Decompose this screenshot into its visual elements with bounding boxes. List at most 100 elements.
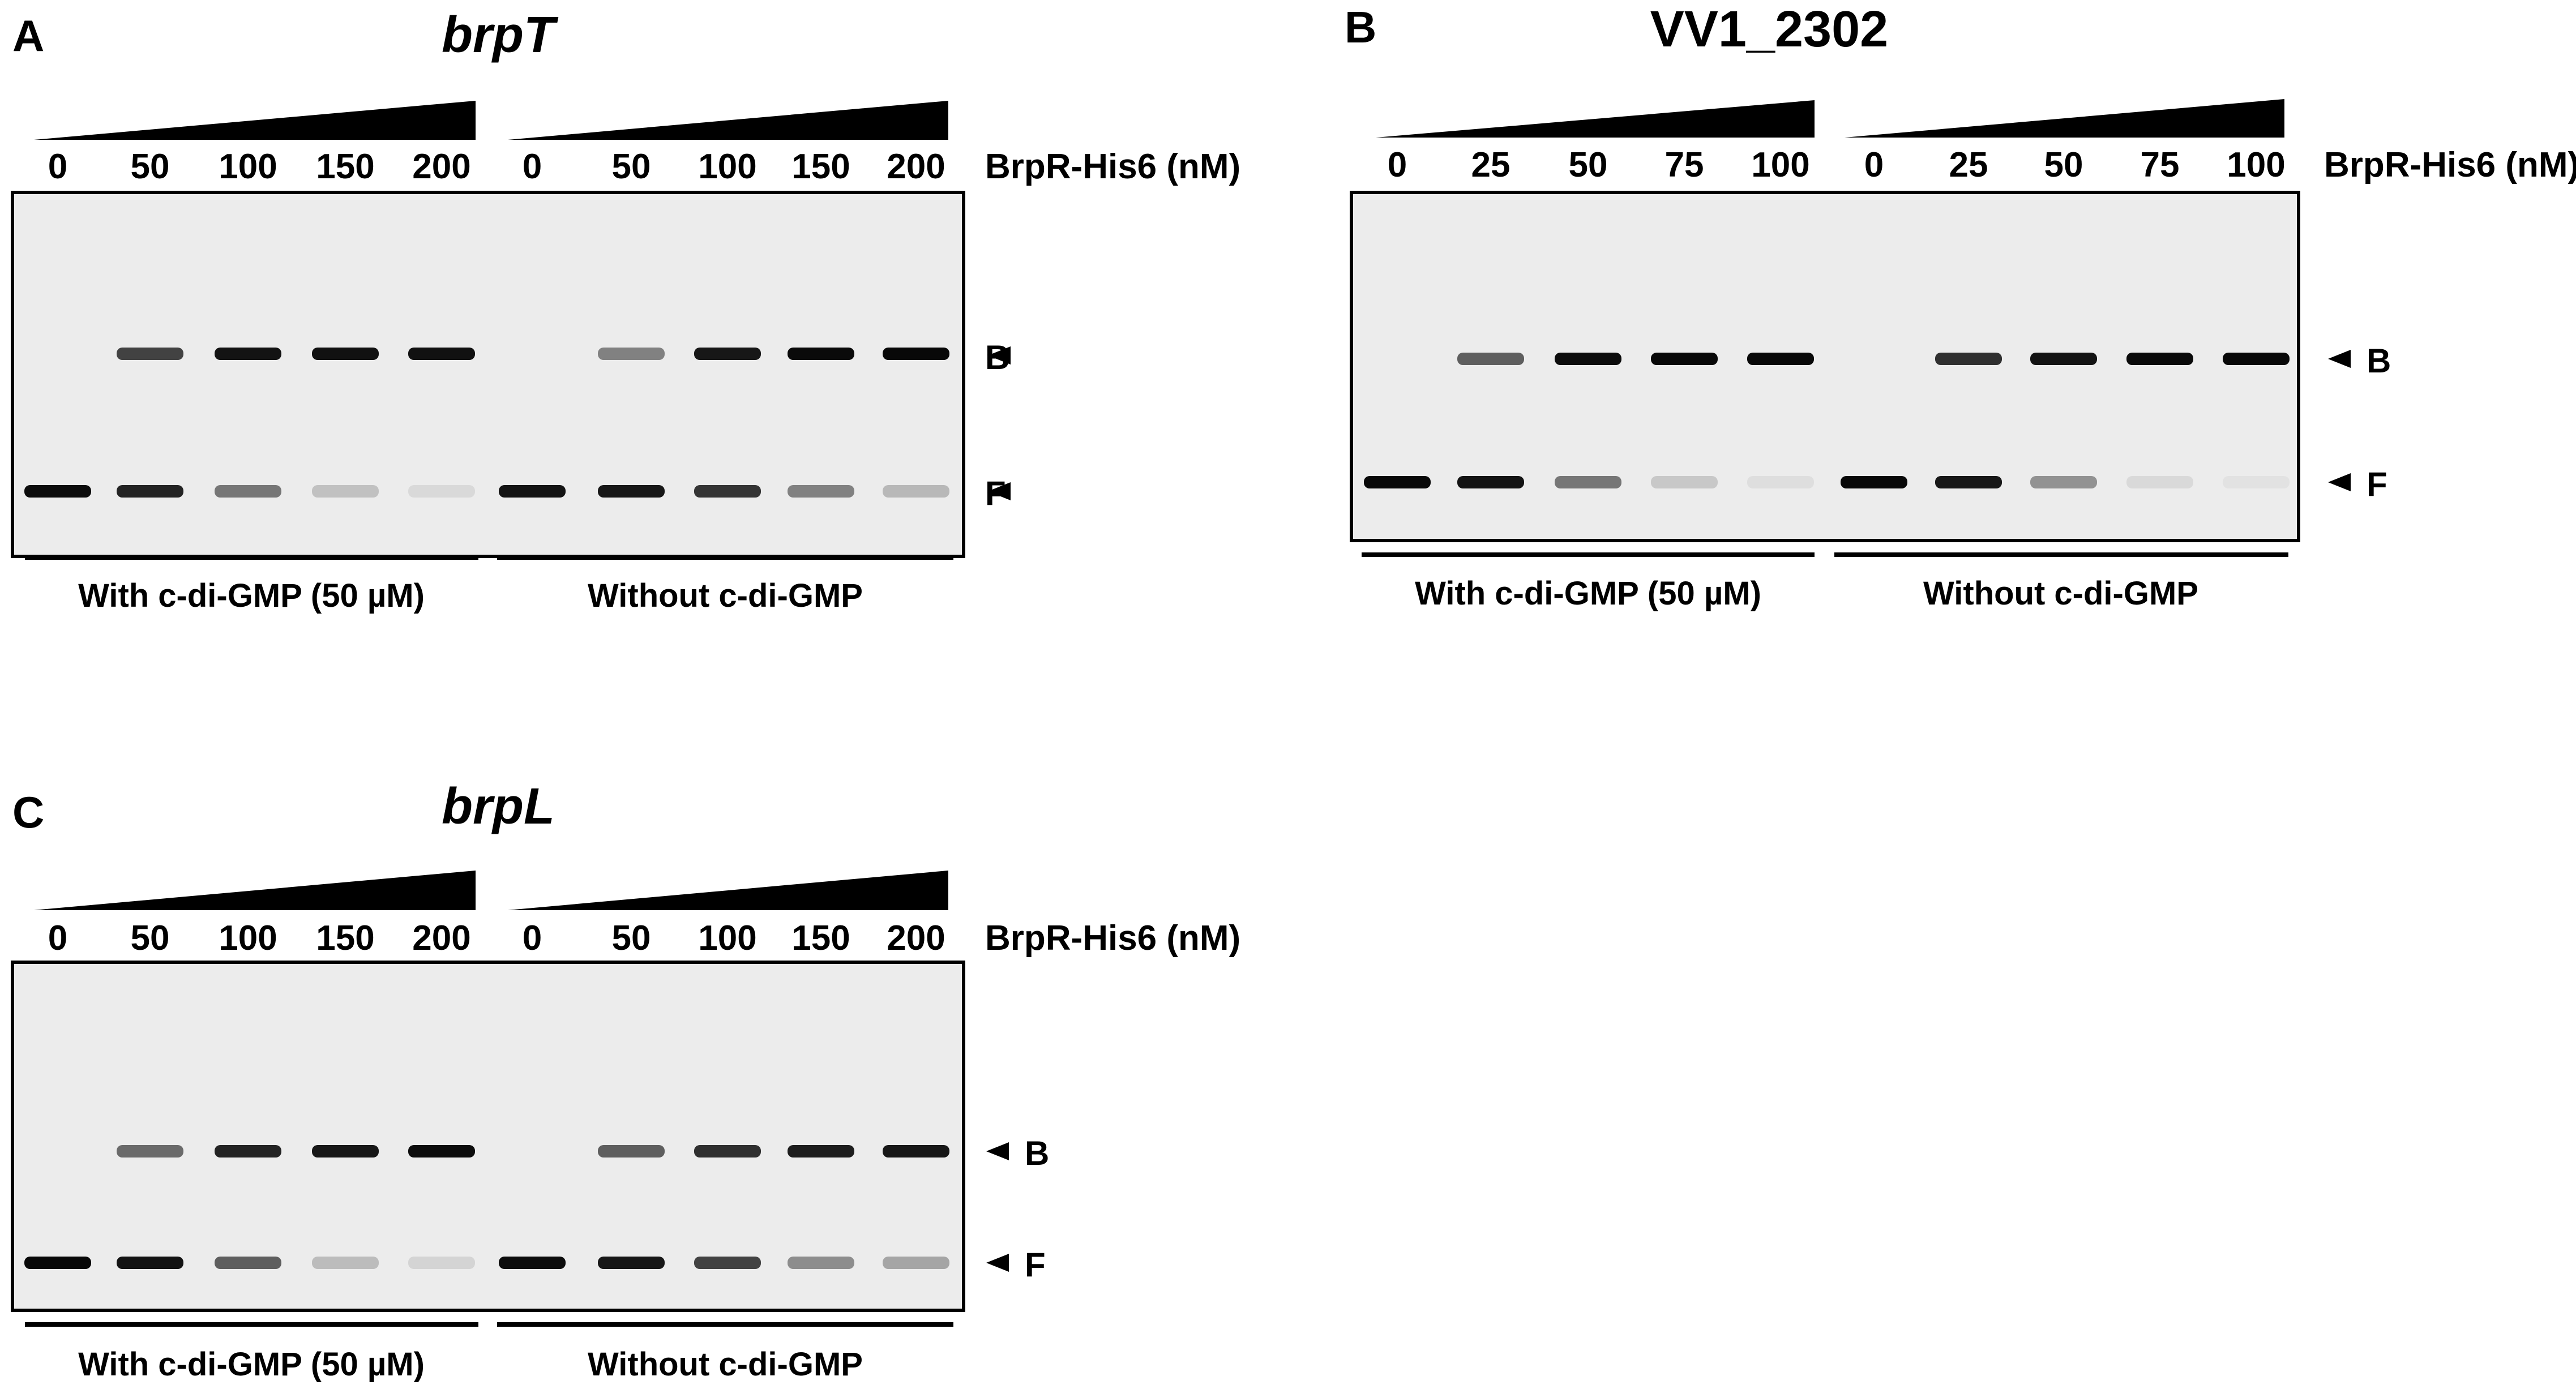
- free-band: [1651, 476, 1718, 488]
- free-band: [117, 1257, 183, 1269]
- free-band: [598, 485, 665, 498]
- arrowhead-icon: [986, 1254, 1009, 1272]
- free-band: [1841, 476, 1907, 488]
- panel-b: B VV1_2302 0 25 50 75 100 0 25 50 75 100…: [1345, 1, 2576, 612]
- concentration-label: 100: [219, 147, 277, 186]
- panel-letter: C: [12, 787, 44, 837]
- bound-band: [788, 348, 854, 360]
- concentration-label: 100: [698, 147, 756, 186]
- condition-label: With c-di-GMP (50 µM): [78, 577, 425, 614]
- concentration-label: 0: [48, 919, 67, 958]
- concentration-label: 25: [1471, 145, 1510, 185]
- free-band: [694, 485, 761, 498]
- protein-label: BrpR-His6 (nM): [985, 919, 1240, 958]
- concentration-label: 25: [1949, 145, 1988, 185]
- free-band: [312, 485, 379, 498]
- concentration-label: 50: [131, 919, 170, 958]
- panel-a: A brpT 0 50 100 150 200 0 50 100 150 200…: [11, 7, 1240, 614]
- bound-band: [2030, 353, 2097, 365]
- gene-title: VV1_2302: [1650, 1, 1888, 58]
- bound-band: [312, 348, 379, 360]
- condition-label: Without c-di-GMP: [1923, 575, 2198, 612]
- bound-band: [1457, 353, 1524, 365]
- bound-band: [883, 1145, 949, 1158]
- protein-label: BrpR-His6 (nM): [985, 147, 1240, 186]
- band-label-bound: B: [1025, 1134, 1049, 1172]
- free-band: [24, 485, 91, 498]
- free-band: [2223, 476, 2290, 488]
- concentration-label: 75: [1665, 145, 1704, 185]
- concentration-label: 50: [612, 147, 651, 186]
- concentration-label: 150: [791, 919, 850, 958]
- free-band: [694, 1257, 761, 1269]
- concentration-wedge: [1845, 99, 2284, 138]
- bound-band: [883, 348, 949, 360]
- free-band: [1555, 476, 1621, 488]
- concentration-label: 200: [887, 919, 945, 958]
- concentration-label: 100: [1751, 145, 1809, 185]
- concentration-label: 0: [1864, 145, 1884, 185]
- free-band: [499, 1257, 566, 1269]
- panel-c: C brpL 0 50 100 150 200 0 50 100 150 200…: [11, 778, 1240, 1383]
- concentration-label: 150: [791, 147, 850, 186]
- protein-label: BrpR-His6 (nM): [2324, 145, 2576, 185]
- arrowhead-icon: [988, 346, 1011, 365]
- concentration-label: 50: [2044, 145, 2083, 185]
- bound-band: [788, 1145, 854, 1158]
- bound-band: [1747, 353, 1814, 365]
- arrowhead-icon: [2328, 350, 2351, 368]
- free-band: [788, 1257, 854, 1269]
- condition-label: Without c-di-GMP: [588, 1346, 863, 1383]
- band-label-free: F: [2367, 465, 2387, 503]
- concentration-label: 0: [1388, 145, 1407, 185]
- concentration-wedge: [508, 871, 948, 910]
- free-band: [883, 485, 949, 498]
- concentration-wedge: [508, 101, 948, 140]
- concentration-label: 150: [316, 147, 374, 186]
- concentration-label: 200: [412, 147, 470, 186]
- concentration-label: 50: [1569, 145, 1608, 185]
- bound-band: [117, 1145, 183, 1158]
- bound-band: [215, 348, 281, 360]
- concentration-label: 100: [698, 919, 756, 958]
- bound-band: [117, 348, 183, 360]
- concentration-wedge: [34, 871, 476, 910]
- concentration-label: 0: [48, 147, 67, 186]
- bound-band: [598, 1145, 665, 1158]
- free-band: [408, 485, 475, 498]
- gel-bands: [1364, 353, 2290, 488]
- concentration-label: 150: [316, 919, 374, 958]
- bound-band: [312, 1145, 379, 1158]
- free-band: [24, 1257, 91, 1269]
- free-band: [408, 1257, 475, 1269]
- bound-band: [598, 348, 665, 360]
- concentration-wedge: [34, 101, 476, 140]
- free-band: [2126, 476, 2193, 488]
- bound-band: [1555, 353, 1621, 365]
- concentration-label: 200: [887, 147, 945, 186]
- free-band: [312, 1257, 379, 1269]
- concentration-label: 200: [412, 919, 470, 958]
- condition-label: Without c-di-GMP: [588, 577, 863, 614]
- concentration-label: 0: [523, 919, 542, 958]
- gel-image: [11, 191, 965, 558]
- free-band: [215, 485, 281, 498]
- band-label-free: F: [1025, 1246, 1046, 1284]
- concentration-label: 50: [131, 147, 170, 186]
- gel-image: [11, 961, 965, 1312]
- bound-band: [694, 1145, 761, 1158]
- free-band: [788, 485, 854, 498]
- panel-letter: A: [12, 11, 44, 61]
- gene-title: brpT: [442, 7, 559, 63]
- bound-band: [215, 1145, 281, 1158]
- gel-bands: [24, 348, 949, 498]
- free-band: [499, 485, 566, 498]
- condition-label: With c-di-GMP (50 µM): [1415, 575, 1761, 612]
- concentration-label: 50: [612, 919, 651, 958]
- free-band: [1747, 476, 1814, 488]
- free-band: [598, 1257, 665, 1269]
- arrowhead-icon: [988, 482, 1011, 500]
- gel-bands: [24, 1145, 949, 1269]
- band-label-bound: B: [2367, 342, 2391, 380]
- bound-band: [408, 348, 475, 360]
